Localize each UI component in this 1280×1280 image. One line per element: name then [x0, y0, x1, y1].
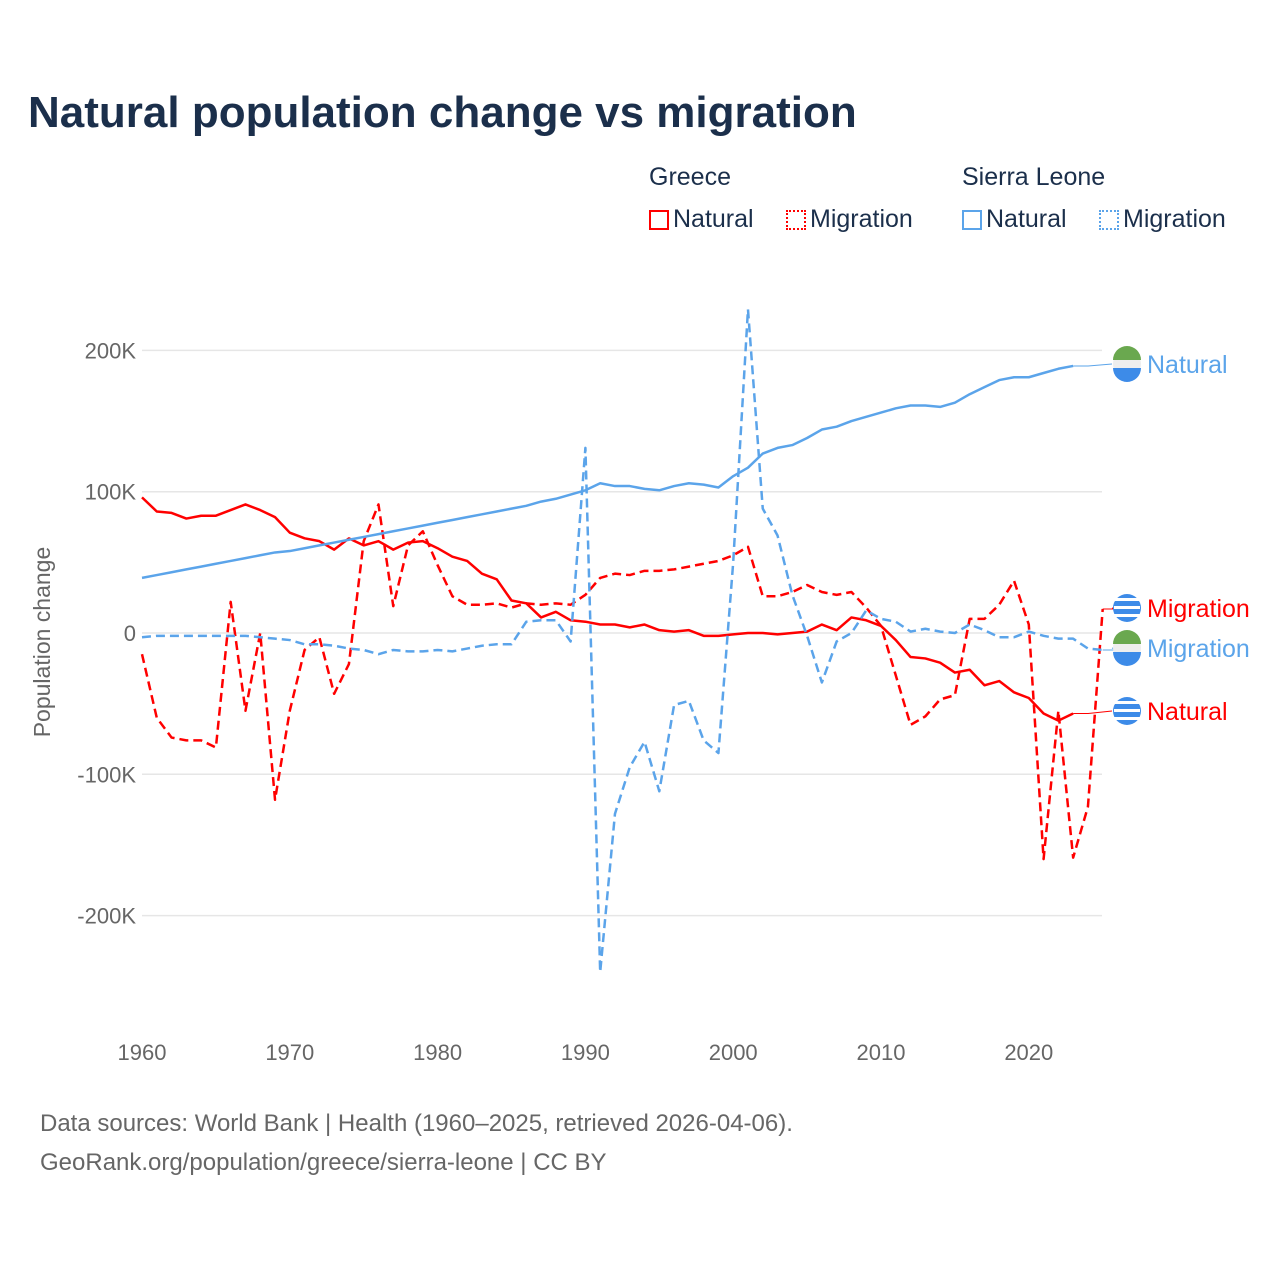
y-axis-label: Population change	[29, 547, 55, 738]
series-end-label: Migration	[1147, 595, 1250, 623]
footer-url[interactable]: GeoRank.org/population/greece/sierra-leo…	[40, 1149, 607, 1176]
flag-stripe	[1114, 701, 1140, 704]
series-line-greece-natural	[141, 496, 1074, 722]
x-tick-label: 2020	[1004, 1040, 1053, 1065]
legend-greece-natural[interactable]: Natural	[649, 205, 754, 234]
y-tick-label: -100K	[77, 762, 136, 787]
x-tick-label: 2000	[709, 1040, 758, 1065]
legend-label: Migration	[1123, 205, 1226, 233]
y-tick-label: 100K	[85, 480, 137, 505]
x-tick-label: 1990	[561, 1040, 610, 1065]
series-line-sierra-leone-natural	[141, 364, 1074, 580]
x-tick-label: 1970	[265, 1040, 314, 1065]
x-tick-label: 1980	[413, 1040, 462, 1065]
x-tick-label: 1960	[118, 1040, 167, 1065]
flag-stripe	[1113, 652, 1141, 666]
footer-sources: Data sources: World Bank | Health (1960–…	[40, 1110, 793, 1137]
legend-label: Natural	[673, 205, 754, 233]
flag-stripe	[1114, 606, 1140, 609]
series-line-sierra-leone-migration	[141, 308, 1103, 974]
legend-greece-migration[interactable]: Migration	[786, 205, 913, 234]
flag-stripe	[1113, 368, 1141, 382]
label-connector	[1073, 710, 1113, 715]
dotted-swatch-icon	[1099, 210, 1119, 230]
legend-sl-migration[interactable]: Migration	[1099, 205, 1226, 234]
flag-stripe	[1114, 598, 1140, 601]
flag-stripe	[1113, 630, 1141, 644]
flag-stripe	[1114, 709, 1140, 712]
y-tick-label: 0	[124, 621, 136, 646]
flag-stripe	[1114, 614, 1140, 617]
legend-group-greece: Greece	[649, 163, 731, 191]
flag-stripe	[1114, 717, 1140, 720]
chart-title: Natural population change vs migration	[28, 88, 857, 137]
series-end-label: Migration	[1147, 635, 1250, 663]
label-connector	[1073, 363, 1113, 367]
legend-group-sierra-leone: Sierra Leone	[962, 163, 1106, 191]
series-line-greece-migration	[140, 503, 1104, 861]
flag-stripe	[1113, 346, 1141, 360]
x-tick-label: 2010	[857, 1040, 906, 1065]
y-tick-label: 200K	[85, 338, 137, 363]
legend-label: Migration	[810, 205, 913, 233]
solid-swatch-icon	[649, 210, 669, 230]
dotted-swatch-icon	[786, 210, 806, 230]
legend-label: Natural	[986, 205, 1067, 233]
y-tick-label: -200K	[77, 904, 136, 929]
legend-sl-natural[interactable]: Natural	[962, 205, 1067, 234]
series-end-label: Natural	[1147, 351, 1228, 379]
series-end-label: Natural	[1147, 698, 1228, 726]
solid-swatch-icon	[962, 210, 982, 230]
